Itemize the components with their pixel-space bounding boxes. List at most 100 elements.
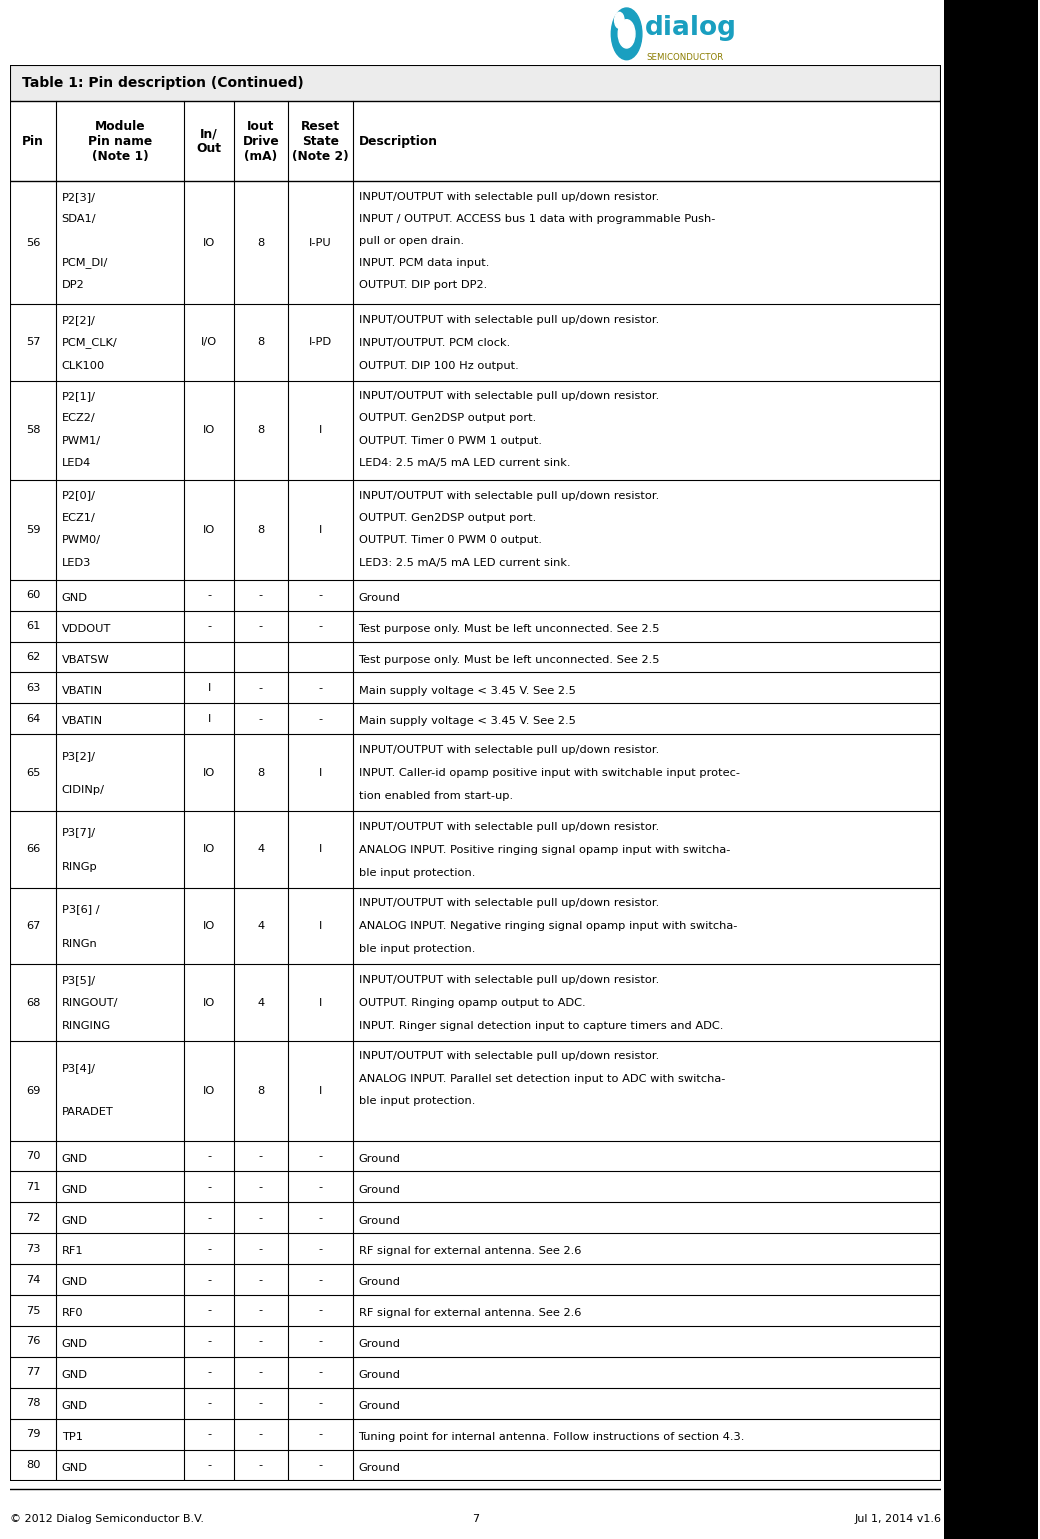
Bar — [10, 673, 941, 703]
Text: P2[0]/: P2[0]/ — [61, 491, 96, 500]
Text: 72: 72 — [26, 1213, 41, 1224]
Text: SDA1/: SDA1/ — [61, 214, 97, 223]
Text: I: I — [318, 997, 322, 1008]
Text: RF0: RF0 — [61, 1308, 83, 1319]
Text: 65: 65 — [26, 768, 41, 777]
Text: GND: GND — [61, 1277, 87, 1287]
Text: Ground: Ground — [359, 1339, 400, 1350]
Text: I: I — [318, 920, 322, 931]
Text: OUTPUT. Ringing opamp output to ADC.: OUTPUT. Ringing opamp output to ADC. — [359, 999, 586, 1008]
Text: OUTPUT. Timer 0 PWM 1 output.: OUTPUT. Timer 0 PWM 1 output. — [359, 436, 542, 446]
Bar — [10, 65, 941, 102]
Bar — [10, 1296, 941, 1327]
Text: 61: 61 — [26, 622, 41, 631]
Text: OUTPUT. DIP 100 Hz output.: OUTPUT. DIP 100 Hz output. — [359, 360, 518, 371]
Text: -: - — [207, 1461, 211, 1470]
Text: OUTPUT. Gen2DSP output port.: OUTPUT. Gen2DSP output port. — [359, 512, 536, 523]
Text: Ground: Ground — [359, 1185, 400, 1194]
Text: 4: 4 — [257, 920, 264, 931]
Text: 56: 56 — [26, 237, 41, 248]
Text: -: - — [259, 1305, 263, 1316]
Text: pull or open drain.: pull or open drain. — [359, 235, 464, 246]
Text: LED3: 2.5 mA/5 mA LED current sink.: LED3: 2.5 mA/5 mA LED current sink. — [359, 557, 570, 568]
Text: SEMICONDUCTOR: SEMICONDUCTOR — [647, 52, 724, 62]
Text: DECT Module with integrated Antenna and FLASH: DECT Module with integrated Antenna and … — [985, 891, 997, 1264]
Text: RINGn: RINGn — [61, 939, 98, 948]
Text: ble input protection.: ble input protection. — [359, 868, 475, 877]
Text: Ground: Ground — [359, 593, 400, 603]
Text: 8: 8 — [257, 525, 264, 536]
Text: I: I — [318, 845, 322, 854]
Text: INPUT/OUTPUT with selectable pull up/down resistor.: INPUT/OUTPUT with selectable pull up/dow… — [359, 976, 658, 985]
Text: GND: GND — [61, 593, 87, 603]
Text: -: - — [259, 1461, 263, 1470]
Text: -: - — [259, 1274, 263, 1285]
Text: VBATIN: VBATIN — [61, 685, 103, 696]
Text: VBATIN: VBATIN — [61, 717, 103, 726]
Text: 79: 79 — [26, 1430, 41, 1439]
Text: P3[4]/: P3[4]/ — [61, 1062, 96, 1073]
Text: -: - — [318, 1430, 322, 1439]
Text: INPUT/OUTPUT with selectable pull up/down resistor.: INPUT/OUTPUT with selectable pull up/dow… — [359, 899, 658, 908]
Text: -: - — [318, 589, 322, 600]
Text: I-PU: I-PU — [309, 237, 332, 248]
Text: -: - — [318, 1461, 322, 1470]
Text: tion enabled from start-up.: tion enabled from start-up. — [359, 791, 513, 800]
Bar — [10, 303, 941, 380]
Text: 80: 80 — [26, 1461, 41, 1470]
Text: -: - — [259, 1367, 263, 1377]
Text: 8: 8 — [257, 337, 264, 348]
Text: IO: IO — [203, 997, 215, 1008]
Text: GND: GND — [61, 1462, 87, 1473]
Text: -: - — [259, 1182, 263, 1191]
Text: -: - — [259, 683, 263, 693]
Text: -: - — [207, 622, 211, 631]
Bar — [10, 1327, 941, 1357]
Text: 70: 70 — [26, 1151, 41, 1160]
Text: -: - — [259, 1430, 263, 1439]
Text: 78: 78 — [26, 1399, 41, 1408]
Text: 58: 58 — [26, 425, 41, 436]
Bar — [10, 1264, 941, 1296]
Text: OUTPUT. DIP port DP2.: OUTPUT. DIP port DP2. — [359, 280, 487, 289]
Circle shape — [615, 12, 624, 28]
Text: 57: 57 — [26, 337, 41, 348]
Text: INPUT. PCM data input.: INPUT. PCM data input. — [359, 259, 489, 268]
Text: ANALOG INPUT. Positive ringing signal opamp input with switcha-: ANALOG INPUT. Positive ringing signal op… — [359, 845, 730, 854]
Text: INPUT/OUTPUT with selectable pull up/down resistor.: INPUT/OUTPUT with selectable pull up/dow… — [359, 491, 658, 500]
Text: 8: 8 — [257, 768, 264, 777]
Text: ECZ1/: ECZ1/ — [61, 512, 96, 523]
Text: -: - — [207, 1367, 211, 1377]
Text: VDDOUT: VDDOUT — [61, 623, 111, 634]
Circle shape — [612, 8, 642, 60]
Text: Jul 1, 2014 v1.6: Jul 1, 2014 v1.6 — [854, 1513, 941, 1524]
Text: -: - — [207, 1244, 211, 1254]
Text: Ground: Ground — [359, 1154, 400, 1163]
Text: PCM_CLK/: PCM_CLK/ — [61, 337, 118, 348]
Text: ble input protection.: ble input protection. — [359, 1096, 475, 1107]
Text: -: - — [207, 589, 211, 600]
Text: 64: 64 — [26, 714, 41, 723]
Bar — [10, 1357, 941, 1388]
Text: -: - — [207, 1305, 211, 1316]
Text: I: I — [318, 425, 322, 436]
Bar — [10, 480, 941, 580]
Text: © 2012 Dialog Semiconductor B.V.: © 2012 Dialog Semiconductor B.V. — [10, 1513, 205, 1524]
Text: RINGp: RINGp — [61, 862, 98, 873]
Text: 8: 8 — [257, 1087, 264, 1096]
Text: Ground: Ground — [359, 1400, 400, 1411]
Text: 74: 74 — [26, 1274, 41, 1285]
Text: RF signal for external antenna. See 2.6: RF signal for external antenna. See 2.6 — [359, 1247, 581, 1256]
Text: 7: 7 — [472, 1513, 479, 1524]
Bar — [10, 580, 941, 611]
Text: CIDINp/: CIDINp/ — [61, 785, 105, 796]
Text: ble input protection.: ble input protection. — [359, 945, 475, 954]
Bar — [10, 965, 941, 1040]
Text: P3[5]/: P3[5]/ — [61, 976, 96, 985]
Text: -: - — [207, 1430, 211, 1439]
Text: GND: GND — [61, 1216, 87, 1225]
Text: RINGING: RINGING — [61, 1020, 110, 1031]
Bar — [10, 888, 941, 965]
Text: Ground: Ground — [359, 1277, 400, 1287]
Text: Ground: Ground — [359, 1370, 400, 1380]
